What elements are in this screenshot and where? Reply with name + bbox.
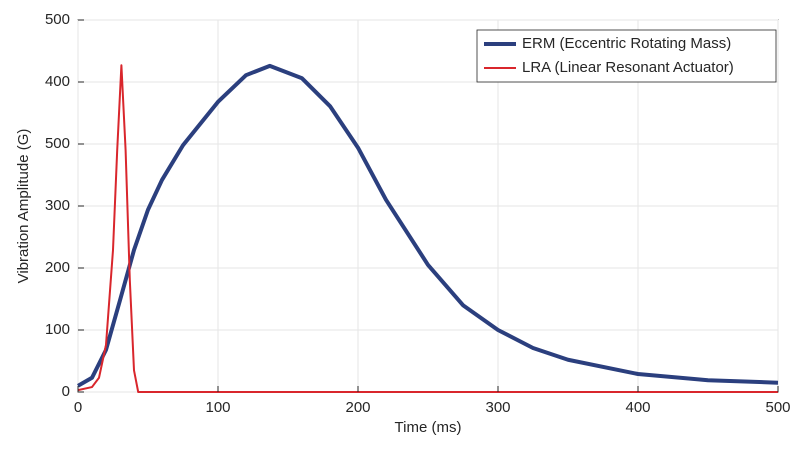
- x-tick-label: 200: [345, 399, 370, 416]
- y-tick-label: 500: [45, 11, 70, 28]
- x-tick-label: 100: [205, 399, 230, 416]
- x-axis-label: Time (ms): [395, 419, 462, 436]
- y-tick-label: 400: [45, 73, 70, 90]
- x-tick-label: 0: [74, 399, 82, 416]
- lines: [77, 63, 779, 393]
- y-axis-label: Vibration Amplitude (G): [15, 129, 32, 284]
- y-tick-label: 500: [45, 135, 70, 152]
- x-tick-label: 300: [485, 399, 510, 416]
- x-tick-label: 400: [625, 399, 650, 416]
- line-1: [77, 64, 778, 393]
- legend-label: LRA (Linear Resonant Actuator): [522, 59, 734, 76]
- x-tick-label: 500: [765, 399, 790, 416]
- legend-label: ERM (Eccentric Rotating Mass): [522, 35, 731, 52]
- y-tick-label: 300: [45, 197, 70, 214]
- legend: [476, 29, 777, 83]
- y-tick-label: 100: [45, 321, 70, 338]
- y-tick-label: 0: [62, 383, 70, 400]
- y-tick-label: 200: [45, 259, 70, 276]
